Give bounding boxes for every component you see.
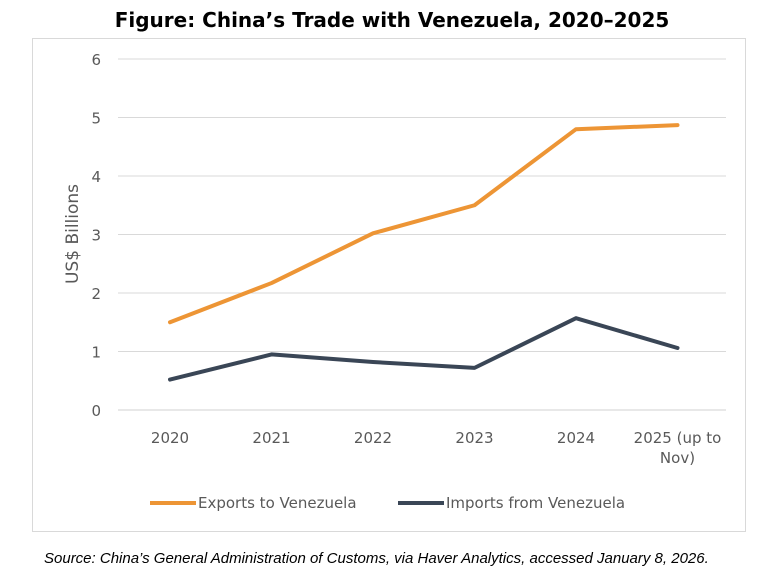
x-tick-label: 2022 [354, 429, 392, 447]
legend-label-imports: Imports from Venezuela [446, 494, 625, 512]
y-tick-label: 1 [91, 344, 101, 362]
x-tick-label: 2024 [557, 429, 595, 447]
legend-label-exports: Exports to Venezuela [198, 494, 357, 512]
y-tick-label: 6 [91, 51, 101, 69]
chart-frame [32, 38, 746, 532]
x-tick-label: 2023 [455, 429, 493, 447]
series-line-exports [168, 123, 680, 325]
y-tick-label: 0 [91, 402, 101, 420]
chart-title: Figure: China’s Trade with Venezuela, 20… [114, 8, 670, 32]
series-line-imports [168, 316, 680, 382]
x-tick-label: 2025 (up to Nov) [634, 429, 722, 467]
y-tick-label: 2 [91, 285, 101, 303]
y-tick-label: 4 [91, 168, 101, 186]
y-tick-label: 3 [91, 227, 101, 245]
y-axis-label: US$ Billions [63, 184, 83, 284]
x-tick-label: 2020 [151, 429, 189, 447]
x-tick-label: 2021 [252, 429, 290, 447]
y-tick-label: 5 [91, 110, 101, 128]
source-note: Source: China’s General Administration o… [44, 550, 709, 567]
